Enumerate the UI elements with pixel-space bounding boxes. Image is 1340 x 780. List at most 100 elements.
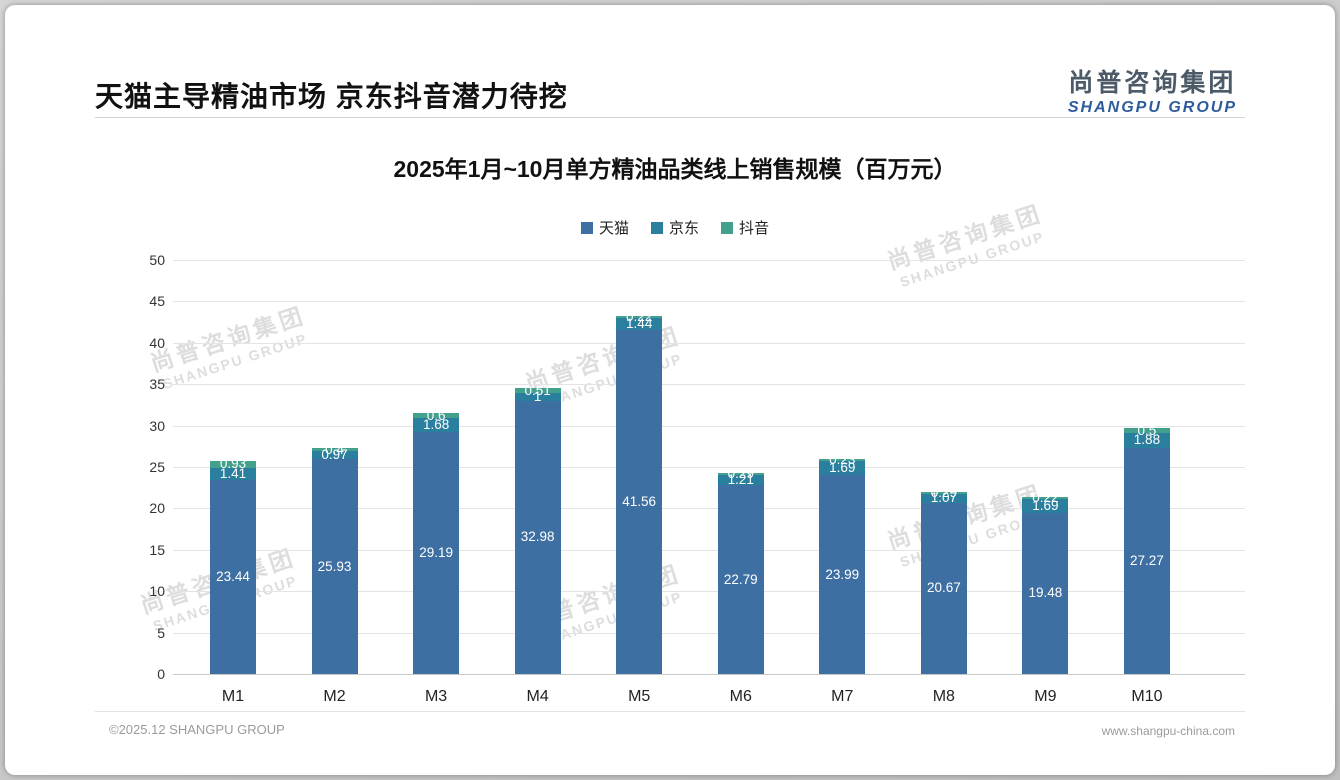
- legend-swatch: [721, 221, 733, 234]
- legend-swatch: [580, 221, 593, 234]
- bar-segment: [920, 502, 967, 674]
- gridline: [173, 467, 1245, 468]
- bar-segment: [413, 413, 460, 419]
- chart-title: 2025年1月~10月单方精油品类线上销售规模（百万元）: [393, 156, 957, 182]
- y-tick-label: 0: [157, 666, 165, 682]
- bar-segment: [819, 461, 866, 476]
- bar-segment: [717, 485, 764, 674]
- bar-value-label: 0.29: [727, 466, 754, 482]
- gridline: [173, 632, 1245, 634]
- bar-value-label: 19.48: [1028, 585, 1063, 601]
- y-tick-label: 50: [149, 252, 165, 268]
- y-tick-label: 45: [149, 293, 165, 310]
- y-tick-label: 25: [149, 459, 165, 475]
- y-tick-label: 10: [149, 583, 165, 600]
- bar-value-label: 0.4: [325, 441, 344, 457]
- bar-value-label: 1.69: [1032, 497, 1059, 513]
- bar-value-label: 0.23: [829, 452, 856, 468]
- gridline: [173, 260, 1245, 261]
- gridline: [173, 674, 1245, 675]
- bar-segment: [1022, 498, 1069, 513]
- bar-value-label: 23.99: [825, 566, 860, 582]
- bar-value-label: 27.27: [1130, 553, 1164, 569]
- bar-value-label: 0.93: [219, 456, 247, 472]
- bar-value-label: 1.07: [930, 490, 957, 506]
- gridline: [173, 425, 1245, 427]
- legend-item: 京东: [650, 217, 699, 238]
- bar-segment: [311, 447, 358, 452]
- bar-segment: [413, 418, 460, 433]
- x-tick-label: M10: [1131, 688, 1163, 705]
- y-tick-label: 30: [149, 417, 165, 434]
- bar-segment: [616, 316, 663, 318]
- x-tick-label: M7: [831, 688, 854, 705]
- bar-value-label: 0.22: [626, 309, 653, 325]
- bar-value-label: 1.88: [1133, 432, 1161, 448]
- bar-segment: [717, 472, 764, 476]
- bar-value-label: 1.21: [727, 472, 754, 488]
- gridline: [173, 384, 1245, 386]
- legend-item: 天猫: [580, 217, 629, 238]
- bar-segment: [717, 475, 764, 486]
- stacked-bar-chart: 尚普咨询集团 SHANGPU GROUP 尚普咨询集团 SHANGPU GROUP 尚普…: [5, 5, 1335, 775]
- x-tick-label: M3: [424, 688, 448, 705]
- bar-segment: [819, 459, 866, 462]
- bar-segment: [920, 491, 967, 494]
- bar-value-label: 29.19: [419, 545, 453, 561]
- bar-segment: [1123, 448, 1170, 674]
- slide-background: 天猫主导精油市场 京东抖音潜力待挖 尚普咨询集团 SHANGPU GROUP 2…: [5, 5, 1335, 775]
- gridline: [173, 508, 1245, 510]
- y-tick-label: 40: [149, 334, 165, 351]
- legend-label: 京东: [668, 220, 699, 237]
- bar-value-label: 20.67: [926, 580, 961, 596]
- bar-value-label: 0.97: [321, 447, 348, 463]
- bar-value-label: 1.69: [829, 460, 856, 476]
- footer-website: www.shangpu-china.com: [1101, 724, 1235, 738]
- bar-value-label: 0.29: [930, 484, 957, 500]
- bar-segment: [514, 388, 561, 393]
- legend-swatch: [650, 221, 663, 234]
- gridline: [173, 342, 1245, 344]
- legend-label: 抖音: [739, 220, 770, 237]
- bar-value-label: 0.51: [524, 382, 551, 398]
- bar-segment: [1022, 496, 1069, 499]
- y-tick-label: 35: [149, 376, 165, 393]
- y-tick-label: 15: [149, 541, 165, 558]
- chart-legend: 天猫 京东 抖音: [5, 217, 1335, 238]
- gridline: [173, 591, 1245, 593]
- bar-segment: [920, 493, 967, 503]
- bar-segment: [514, 392, 561, 401]
- bar-segment: [514, 400, 561, 674]
- bar-value-label: 1: [533, 388, 542, 404]
- y-tick-label: 20: [149, 500, 165, 517]
- bar-segment: [1022, 512, 1069, 674]
- x-tick-label: M2: [323, 688, 346, 705]
- bar-value-label: 23.44: [216, 568, 250, 584]
- bar-value-label: 0.22: [1032, 489, 1059, 505]
- bar-segment: [616, 329, 663, 674]
- gridline: [173, 549, 1245, 551]
- bar-segment: [616, 317, 663, 330]
- x-tick-label: M9: [1034, 688, 1057, 705]
- footer-copyright: ©2025.12 SHANGPU GROUP: [109, 722, 285, 737]
- header-divider: [95, 117, 1245, 118]
- page-title: 天猫主导精油市场 京东抖音潜力待挖: [95, 81, 568, 112]
- bar-segment: [819, 475, 866, 674]
- bar-value-label: 1.41: [219, 466, 247, 482]
- bar-segment: [1123, 432, 1170, 449]
- bar-segment: [1123, 428, 1170, 433]
- bar-value-label: 1.44: [626, 315, 653, 331]
- bar-segment: [210, 479, 256, 674]
- bar-segment: [311, 451, 358, 460]
- company-logo: 尚普咨询集团 SHANGPU GROUP: [1068, 63, 1237, 117]
- bar-value-label: 25.93: [317, 558, 352, 574]
- logo-english-text: SHANGPU GROUP: [1067, 99, 1237, 116]
- x-tick-label: M5: [628, 688, 651, 705]
- x-tick-label: M8: [932, 688, 955, 705]
- bar-value-label: 0.5: [1137, 422, 1157, 438]
- logo-chinese-text: 尚普咨询集团: [1068, 69, 1237, 97]
- bar-value-label: 0.6: [426, 407, 446, 423]
- bar-value-label: 41.56: [622, 493, 657, 509]
